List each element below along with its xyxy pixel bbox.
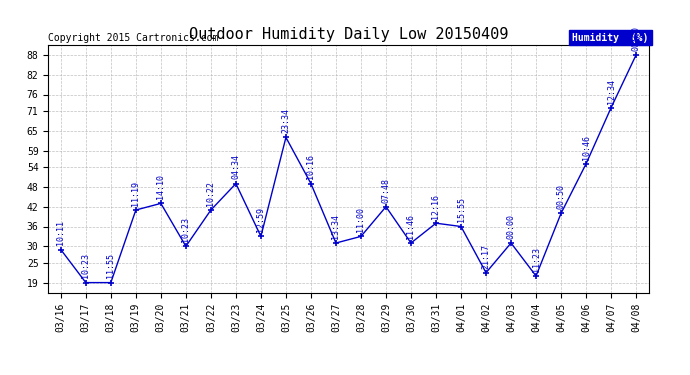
Text: 11:46: 11:46	[406, 214, 415, 239]
Text: 12:34: 12:34	[607, 78, 615, 104]
Text: 11:23: 11:23	[531, 247, 540, 272]
Text: Copyright 2015 Cartronics.com: Copyright 2015 Cartronics.com	[48, 33, 219, 42]
Text: 11:55: 11:55	[106, 254, 115, 278]
Text: 13:34: 13:34	[331, 214, 340, 239]
Text: 10:16: 10:16	[306, 154, 315, 179]
Text: 10:11: 10:11	[57, 220, 66, 245]
Text: 23:34: 23:34	[282, 108, 290, 133]
Text: 11:19: 11:19	[131, 181, 140, 206]
Text: 11:00: 11:00	[357, 207, 366, 232]
Text: 12:16: 12:16	[431, 194, 440, 219]
Text: 00:50: 00:50	[557, 184, 566, 209]
Title: Outdoor Humidity Daily Low 20150409: Outdoor Humidity Daily Low 20150409	[189, 27, 508, 42]
Text: 21:17: 21:17	[482, 243, 491, 268]
Text: 07:48: 07:48	[382, 177, 391, 203]
Text: 14:10: 14:10	[157, 174, 166, 199]
Text: 00:00: 00:00	[631, 26, 640, 51]
Text: 10:23: 10:23	[81, 254, 90, 278]
Text: 12:59: 12:59	[257, 207, 266, 232]
Text: 10:23: 10:23	[181, 217, 190, 242]
Text: 10:46: 10:46	[582, 135, 591, 160]
Text: 00:00: 00:00	[506, 214, 515, 239]
Text: 10:22: 10:22	[206, 181, 215, 206]
Text: 04:34: 04:34	[231, 154, 240, 179]
Text: 15:55: 15:55	[457, 197, 466, 222]
Text: Humidity  (%): Humidity (%)	[572, 33, 649, 42]
